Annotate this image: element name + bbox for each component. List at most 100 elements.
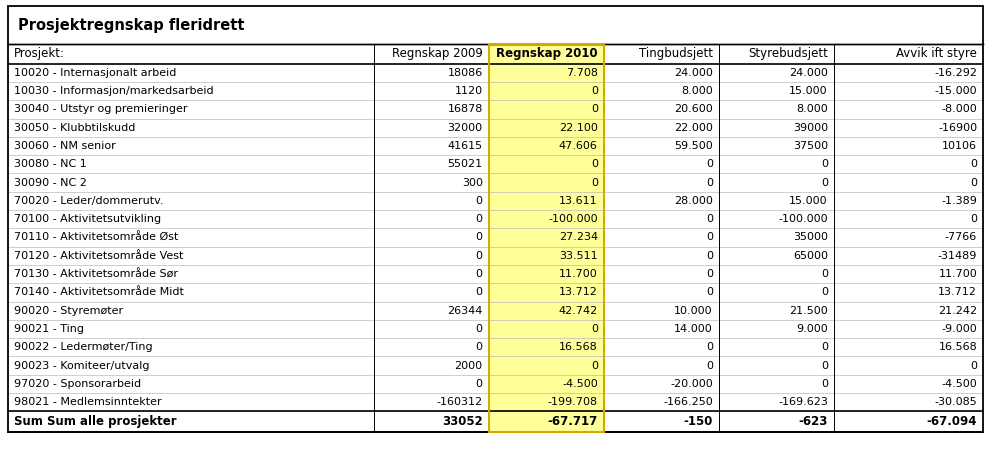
Bar <box>8 375 374 393</box>
Bar <box>604 118 718 137</box>
Bar <box>489 301 604 320</box>
Bar <box>374 320 489 338</box>
Bar <box>604 393 718 411</box>
Bar <box>8 82 374 100</box>
Text: 0: 0 <box>476 287 483 297</box>
Text: 21.500: 21.500 <box>789 306 827 316</box>
Bar <box>833 301 983 320</box>
Bar <box>718 64 833 82</box>
Text: 13.712: 13.712 <box>938 287 977 297</box>
Bar <box>8 6 983 44</box>
Text: 0: 0 <box>591 324 598 334</box>
Bar <box>374 393 489 411</box>
Text: Regnskap 2010: Regnskap 2010 <box>496 47 598 60</box>
Text: 0: 0 <box>706 269 713 279</box>
Bar <box>489 174 604 192</box>
Text: 90022 - Ledermøter/Ting: 90022 - Ledermøter/Ting <box>14 342 153 352</box>
Text: 16.568: 16.568 <box>559 342 598 352</box>
Text: 70020 - Leder/dommerutv.: 70020 - Leder/dommerutv. <box>14 196 164 206</box>
Bar <box>8 411 374 432</box>
Text: -7766: -7766 <box>944 233 977 242</box>
Bar <box>8 64 374 82</box>
Text: 22.100: 22.100 <box>559 123 598 132</box>
Text: -150: -150 <box>684 415 713 428</box>
Text: 7.708: 7.708 <box>566 68 598 78</box>
Bar <box>489 155 604 174</box>
Bar <box>718 265 833 283</box>
Bar <box>489 100 604 118</box>
Bar <box>8 137 374 155</box>
Bar <box>374 82 489 100</box>
Bar <box>604 320 718 338</box>
Text: 30080 - NC 1: 30080 - NC 1 <box>14 159 86 169</box>
Text: -4.500: -4.500 <box>941 379 977 389</box>
Text: -20.000: -20.000 <box>670 379 713 389</box>
Text: 70120 - Aktivitetsområde Vest: 70120 - Aktivitetsområde Vest <box>14 251 183 261</box>
Text: 0: 0 <box>476 269 483 279</box>
Text: 15.000: 15.000 <box>789 86 827 96</box>
Bar <box>489 393 604 411</box>
Text: 0: 0 <box>706 214 713 224</box>
Text: 0: 0 <box>821 269 827 279</box>
Bar <box>833 411 983 432</box>
Bar <box>604 155 718 174</box>
Bar <box>833 118 983 137</box>
Text: -169.623: -169.623 <box>778 397 827 407</box>
Text: 41615: 41615 <box>448 141 483 151</box>
Bar <box>833 137 983 155</box>
Bar <box>8 174 374 192</box>
Text: 13.611: 13.611 <box>559 196 598 206</box>
Bar <box>374 100 489 118</box>
Bar <box>8 265 374 283</box>
Bar <box>8 283 374 301</box>
Text: 0: 0 <box>591 86 598 96</box>
Bar <box>718 44 833 64</box>
Bar <box>718 192 833 210</box>
Text: 8.000: 8.000 <box>681 86 713 96</box>
Text: 90023 - Komiteer/utvalg: 90023 - Komiteer/utvalg <box>14 360 150 371</box>
Bar <box>604 265 718 283</box>
Text: 65000: 65000 <box>793 251 827 261</box>
Text: 0: 0 <box>476 342 483 352</box>
Bar <box>489 320 604 338</box>
Text: Tingbudsjett: Tingbudsjett <box>639 47 713 60</box>
Text: 300: 300 <box>462 177 483 188</box>
Bar <box>489 192 604 210</box>
Text: 0: 0 <box>970 177 977 188</box>
Text: 90020 - Styremøter: 90020 - Styremøter <box>14 306 123 316</box>
Text: 33052: 33052 <box>442 415 483 428</box>
Bar <box>604 44 718 64</box>
Bar <box>374 192 489 210</box>
Bar <box>833 320 983 338</box>
Text: 11.700: 11.700 <box>559 269 598 279</box>
Bar <box>833 338 983 357</box>
Bar <box>833 155 983 174</box>
Bar <box>833 44 983 64</box>
Text: 0: 0 <box>706 251 713 261</box>
Bar <box>489 411 604 432</box>
Text: 0: 0 <box>476 214 483 224</box>
Bar <box>604 82 718 100</box>
Bar <box>604 137 718 155</box>
Bar <box>833 393 983 411</box>
Text: Prosjekt:: Prosjekt: <box>14 47 64 60</box>
Bar <box>8 338 374 357</box>
Text: 33.511: 33.511 <box>559 251 598 261</box>
Bar <box>833 82 983 100</box>
Bar <box>833 283 983 301</box>
Text: -166.250: -166.250 <box>663 397 713 407</box>
Bar <box>8 247 374 265</box>
Bar <box>374 228 489 247</box>
Text: 59.500: 59.500 <box>674 141 713 151</box>
Text: 32000: 32000 <box>448 123 483 132</box>
Bar <box>604 357 718 375</box>
Text: -16.292: -16.292 <box>935 68 977 78</box>
Text: 2000: 2000 <box>455 360 483 371</box>
Bar <box>604 375 718 393</box>
Text: 47.606: 47.606 <box>559 141 598 151</box>
Text: 0: 0 <box>706 287 713 297</box>
Text: 0: 0 <box>476 196 483 206</box>
Text: 10030 - Informasjon/markedsarbeid: 10030 - Informasjon/markedsarbeid <box>14 86 213 96</box>
Bar <box>374 411 489 432</box>
Text: 30060 - NM senior: 30060 - NM senior <box>14 141 116 151</box>
